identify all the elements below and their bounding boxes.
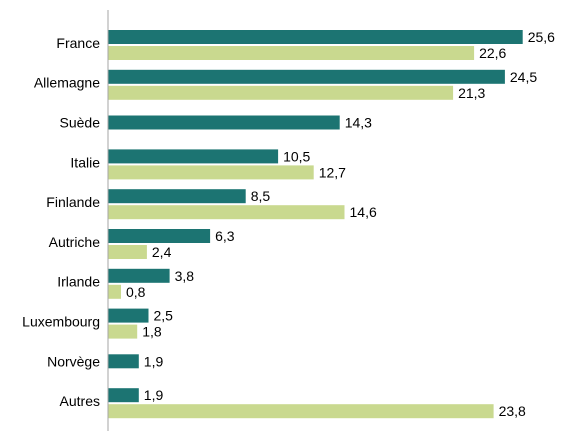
bar-series-1 — [108, 308, 149, 323]
bar-series-2 — [108, 165, 314, 180]
data-label: 22,6 — [479, 45, 506, 61]
category-label: Luxembourg — [22, 314, 100, 330]
category-label: Norvège — [47, 353, 100, 369]
bar-series-1 — [108, 268, 170, 283]
category-label: Finlande — [46, 194, 100, 210]
bar-series-1 — [108, 69, 505, 84]
bar-series-1 — [108, 115, 340, 130]
data-label: 0,8 — [126, 284, 146, 300]
bar-series-2 — [108, 85, 454, 100]
data-label: 8,5 — [251, 188, 271, 204]
bar-series-1 — [108, 388, 139, 403]
data-label: 10,5 — [283, 148, 310, 164]
bar-series-2 — [108, 404, 494, 419]
category-label: Italie — [70, 154, 100, 170]
data-label: 23,8 — [499, 403, 526, 419]
data-label: 24,5 — [510, 69, 537, 85]
labels-layer: France 25,6 22,6 Allemagne 24,5 21,3 Suède 14,3… — [22, 29, 555, 419]
data-label: 1,9 — [144, 387, 164, 403]
data-label: 21,3 — [458, 85, 485, 101]
data-label: 2,5 — [154, 308, 174, 324]
bars-layer — [108, 30, 523, 419]
data-label: 12,7 — [319, 164, 346, 180]
bar-series-2 — [108, 205, 345, 220]
data-label: 1,8 — [142, 324, 162, 340]
category-label: Autres — [60, 393, 100, 409]
bar-series-1 — [108, 149, 279, 164]
bar-series-2 — [108, 284, 121, 299]
data-label: 25,6 — [528, 29, 555, 45]
bar-series-1 — [108, 189, 246, 204]
bar-series-1 — [108, 229, 211, 243]
data-label: 1,9 — [144, 353, 164, 369]
data-label: 6,3 — [215, 228, 235, 244]
bar-series-1 — [108, 354, 139, 369]
bar-series-2 — [108, 46, 475, 60]
category-label: France — [56, 35, 100, 51]
data-label: 14,6 — [350, 204, 377, 220]
category-label: Suède — [60, 115, 101, 131]
category-label: Allemagne — [34, 75, 100, 91]
bar-series-2 — [108, 324, 138, 339]
bar-series-1 — [108, 30, 523, 44]
category-label: Autriche — [49, 234, 101, 250]
data-label: 3,8 — [175, 268, 195, 284]
data-label: 14,3 — [345, 115, 372, 131]
data-label: 2,4 — [152, 244, 172, 260]
category-label: Irlande — [57, 274, 100, 290]
bar-series-2 — [108, 245, 147, 259]
